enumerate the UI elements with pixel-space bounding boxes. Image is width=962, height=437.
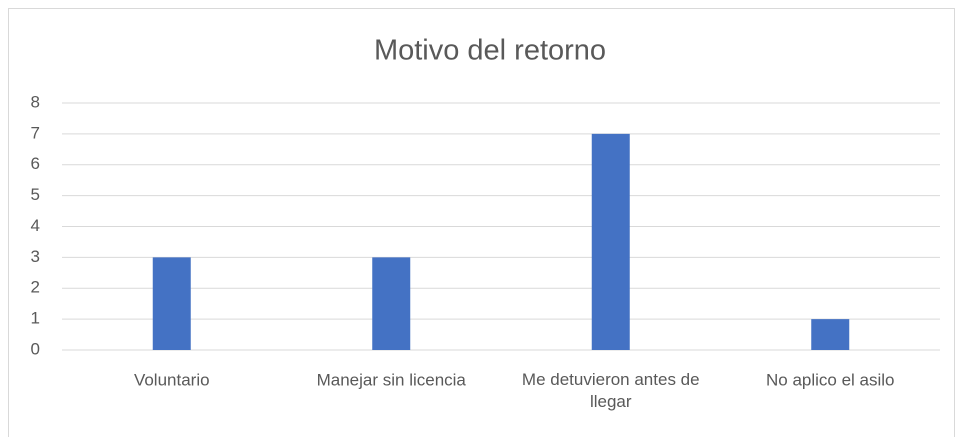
y-tick-label: 7 xyxy=(31,123,40,142)
y-tick-label: 4 xyxy=(31,216,40,235)
y-tick-label: 8 xyxy=(31,92,40,111)
x-tick-label: Me detuvieron antes de llegar xyxy=(522,370,700,411)
y-tick-label: 3 xyxy=(31,247,40,266)
y-tick-label: 1 xyxy=(31,309,40,328)
bar xyxy=(811,319,850,350)
chart-frame xyxy=(8,8,955,437)
y-tick-label: 6 xyxy=(31,154,40,173)
chart-title: Motivo del retorno xyxy=(374,35,606,67)
y-tick-label: 2 xyxy=(31,278,40,297)
x-tick-label: No aplico el asilo xyxy=(766,370,895,389)
bar xyxy=(372,257,411,350)
x-tick-label: Manejar sin licencia xyxy=(317,370,467,389)
x-tick-label: Voluntario xyxy=(134,370,210,389)
y-tick-label: 5 xyxy=(31,185,40,204)
bar xyxy=(591,133,630,350)
y-tick-label: 0 xyxy=(31,339,40,358)
bar xyxy=(152,257,191,350)
